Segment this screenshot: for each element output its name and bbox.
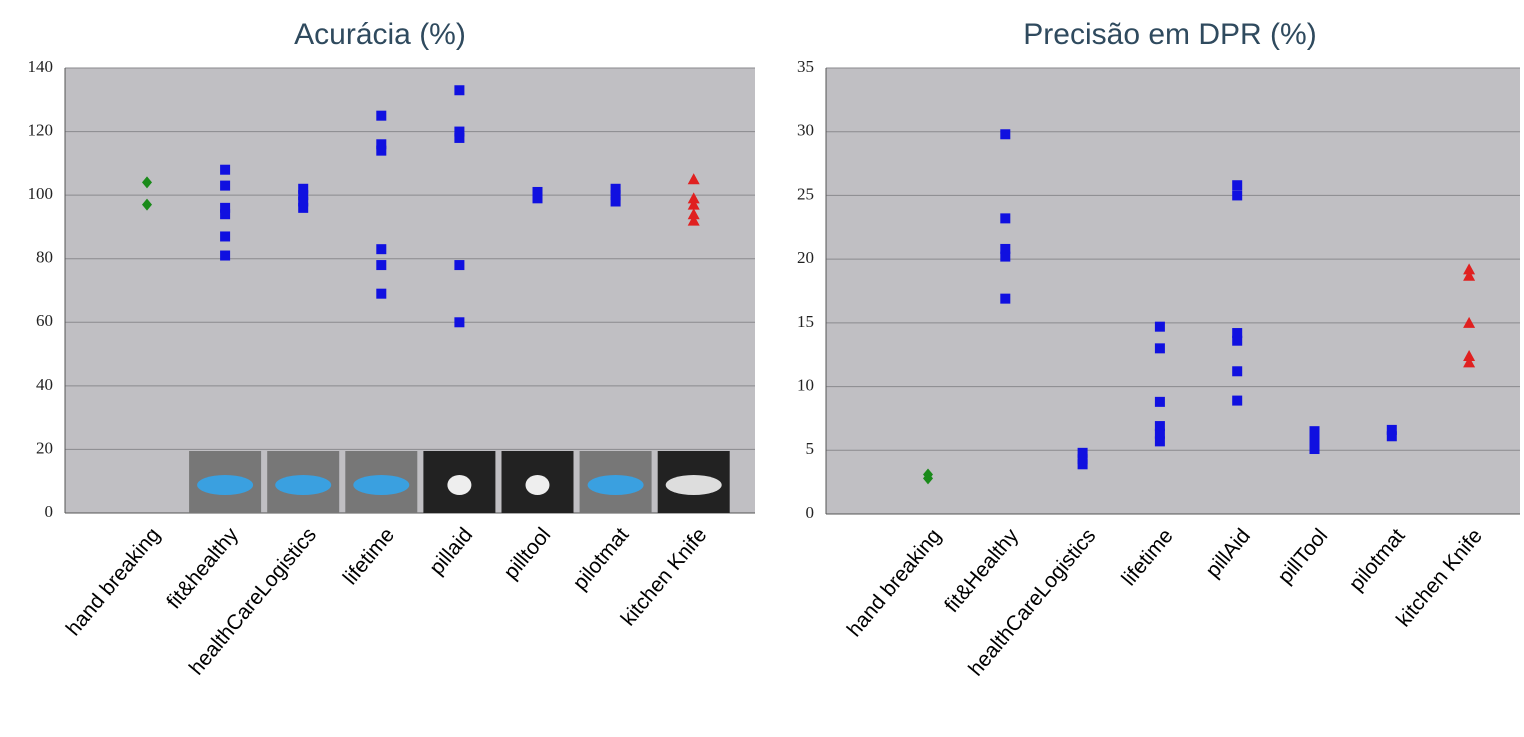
point (1078, 459, 1088, 469)
y-tick-label: 5 (806, 439, 815, 458)
point (1000, 213, 1010, 223)
point (376, 146, 386, 156)
x-tick-label: lifetime (339, 523, 399, 589)
point (1310, 426, 1320, 436)
point (454, 133, 464, 143)
y-tick-label: 35 (797, 57, 814, 76)
x-tick-label: pilltool (499, 523, 555, 583)
y-tick-label: 40 (36, 375, 53, 394)
x-tick-label: pilotmat (1345, 524, 1410, 595)
thumbnail-object (353, 475, 409, 495)
x-tick-label: fit&Healthy (940, 524, 1023, 617)
chart-title: Acurácia (%) (294, 18, 466, 51)
point (220, 181, 230, 191)
point (1232, 190, 1242, 200)
y-tick-label: 80 (36, 248, 53, 267)
plot-area (65, 68, 755, 513)
x-tick-label: hand breaking (62, 523, 165, 640)
x-tick-label: hand breaking (843, 524, 946, 641)
point (1155, 322, 1165, 332)
point (611, 197, 621, 207)
thumbnail-object (526, 475, 550, 495)
point (454, 317, 464, 327)
point (376, 111, 386, 121)
x-tick-label: lifetime (1117, 524, 1177, 590)
thumbnail-object (197, 475, 253, 495)
point (298, 203, 308, 213)
page: Acurácia (%)020406080100120140hand break… (0, 0, 1524, 737)
point (220, 231, 230, 241)
plot-area (826, 68, 1520, 514)
y-tick-label: 140 (28, 57, 54, 76)
point (454, 260, 464, 270)
point (1155, 343, 1165, 353)
point (1232, 336, 1242, 346)
y-tick-label: 10 (797, 375, 814, 394)
point (1310, 435, 1320, 445)
point (1155, 436, 1165, 446)
x-tick-label: pillaid (425, 523, 477, 579)
point (1000, 252, 1010, 262)
y-tick-label: 100 (28, 184, 54, 203)
point (533, 193, 543, 203)
x-tick-label: fit&healthy (162, 523, 243, 613)
point (220, 209, 230, 219)
point (1155, 397, 1165, 407)
point (376, 244, 386, 254)
point (376, 289, 386, 299)
thumbnail-object (666, 475, 722, 495)
y-tick-label: 25 (797, 184, 814, 203)
point (1232, 366, 1242, 376)
point (220, 251, 230, 261)
point (1000, 294, 1010, 304)
thumbnail-object (447, 475, 471, 495)
y-tick-label: 60 (36, 311, 53, 330)
x-tick-label: pillAid (1201, 524, 1255, 582)
point (454, 85, 464, 95)
x-tick-label: pilotmat (569, 523, 634, 594)
y-tick-label: 20 (797, 248, 814, 267)
y-tick-label: 0 (45, 502, 54, 521)
y-tick-label: 30 (797, 121, 814, 140)
point (1232, 180, 1242, 190)
y-tick-label: 0 (806, 503, 815, 522)
point (1000, 129, 1010, 139)
thumbnail-object (588, 475, 644, 495)
point (376, 260, 386, 270)
thumbnail-object (275, 475, 331, 495)
y-tick-label: 20 (36, 438, 53, 457)
point (1232, 396, 1242, 406)
point (220, 165, 230, 175)
point (1387, 431, 1397, 441)
chart-title: Precisão em DPR (%) (1023, 18, 1316, 51)
y-tick-label: 120 (28, 120, 54, 139)
x-tick-label: pillTool (1273, 524, 1332, 588)
point (1310, 444, 1320, 454)
y-tick-label: 15 (797, 312, 814, 331)
